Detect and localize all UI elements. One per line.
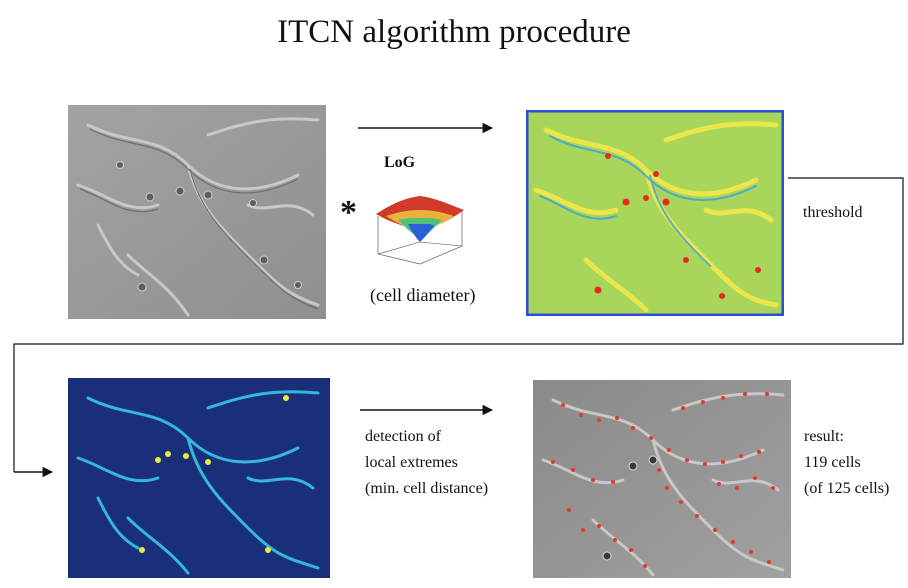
detection-label: detection of local extremes (min. cell d… [365,424,488,502]
detection-label-line-2: local extremes [365,454,458,471]
diagram-title: ITCN algorithm procedure [277,14,631,50]
result-label: result: 119 cells (of 125 cells) [804,424,889,502]
thresholded-map-image [68,378,330,578]
result-label-line-2: 119 cells [804,454,861,471]
result-label-line-1: result: [804,428,844,445]
result-image-detected-cells [533,380,791,578]
original-microscopy-image [68,105,326,319]
threshold-label: threshold [803,204,863,221]
cell-diameter-label: (cell diameter) [370,285,476,305]
threshold-connector [13,177,904,472]
log-label: LoG [384,154,416,171]
result-label-line-3: (of 125 cells) [804,480,890,497]
detection-label-line-3: (min. cell distance) [365,480,489,497]
detection-label-line-1: detection of [365,428,441,445]
log-kernel-surface-plot [370,176,470,266]
convolution-symbol: * [340,194,357,231]
log-filtered-image [526,110,784,316]
